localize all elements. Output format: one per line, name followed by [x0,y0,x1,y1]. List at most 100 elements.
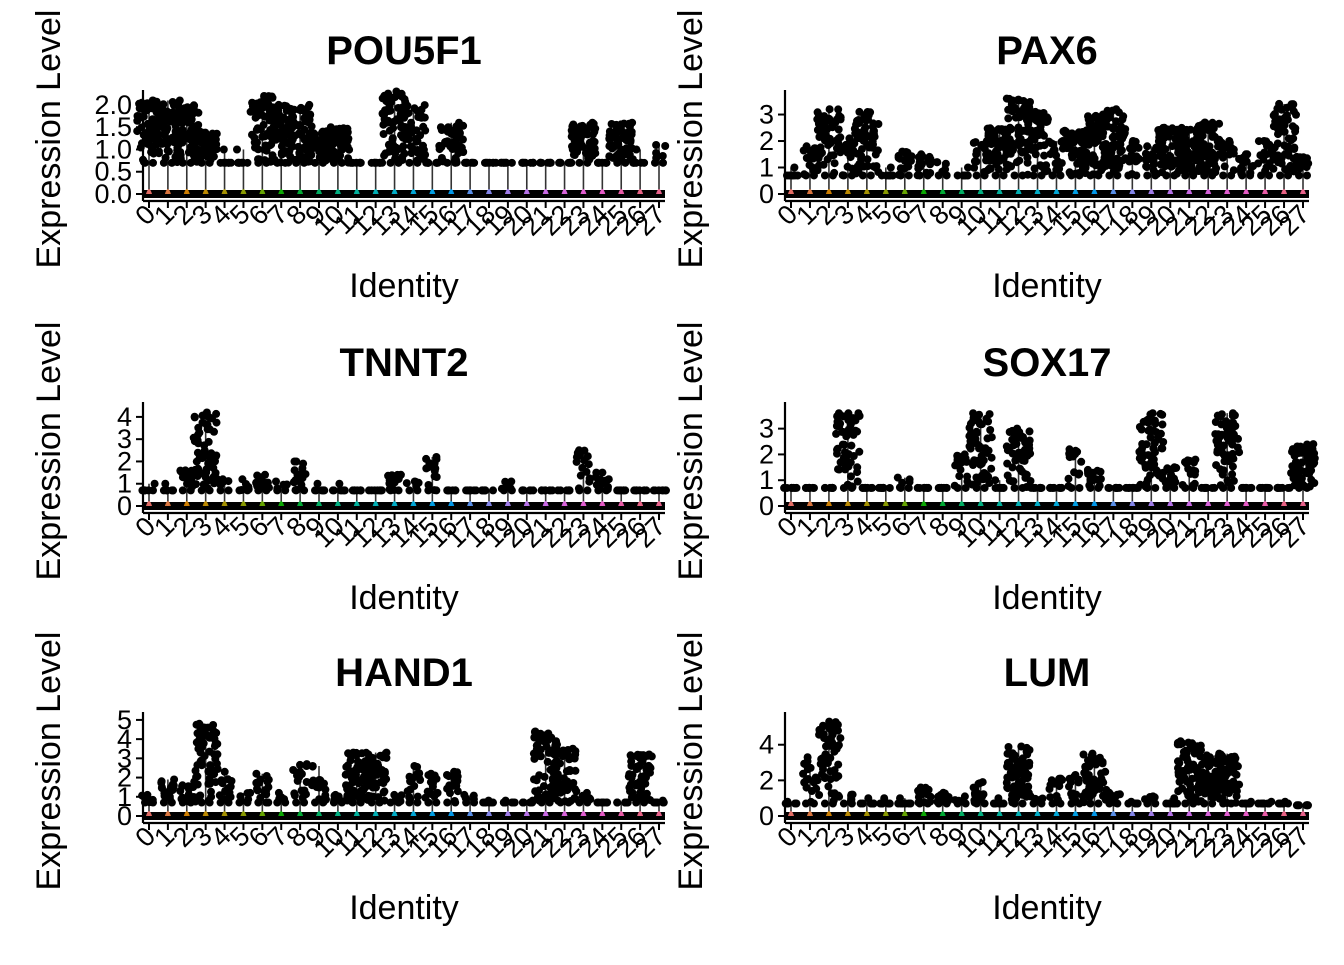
data-point [291,458,299,466]
data-point [269,94,277,102]
data-point [1181,484,1189,492]
data-point [1005,161,1013,169]
violin-fill [467,189,473,194]
data-point [577,472,585,480]
data-point [569,130,577,138]
data-point [266,106,274,114]
data-point [651,486,659,494]
data-point [1094,800,1102,808]
data-point [1276,171,1284,179]
data-point [273,159,281,167]
data-point [544,736,552,744]
violin-fill [618,501,624,506]
data-point [431,467,439,475]
data-point [831,159,839,167]
data-point [1198,768,1206,776]
data-point [254,159,262,167]
violin-fill [1300,189,1306,194]
data-point [281,486,289,494]
data-point [915,153,923,161]
data-point [1188,741,1196,749]
data-point [198,486,206,494]
data-point [602,486,610,494]
data-point [1271,144,1279,152]
violin-fill [902,811,908,816]
data-point [160,159,168,167]
data-point [1289,122,1297,130]
data-point [1186,155,1194,163]
data-point [205,452,213,460]
data-point [661,142,669,150]
violin-fill [316,811,322,816]
data-point [275,111,283,119]
data-point [1086,800,1094,808]
violin-fill [1016,811,1022,816]
data-point [810,800,818,808]
data-point [1094,171,1102,179]
data-point [1228,440,1236,448]
violin-fill [1129,501,1135,506]
data-point [168,799,176,807]
data-point [258,477,266,485]
data-point [269,123,277,131]
data-point [462,159,470,167]
x-axis-label: Identity [992,579,1102,617]
data-point [613,799,621,807]
data-point [575,486,583,494]
data-point [1214,412,1222,420]
data-point [636,789,644,797]
violin-fill [1129,189,1135,194]
data-point [368,159,376,167]
data-point [583,799,591,807]
violin-fill [1167,811,1173,816]
data-point [1024,103,1032,111]
data-point [1097,468,1105,476]
data-point [1038,484,1046,492]
data-point [986,426,994,434]
data-point [1136,481,1144,489]
data-point [973,171,981,179]
data-point [527,159,535,167]
data-point [565,799,573,807]
data-point [1200,800,1208,808]
data-point [1082,151,1090,159]
violin-fill [316,501,322,506]
data-point [992,800,1000,808]
data-point [1124,800,1132,808]
data-point [187,486,195,494]
data-point [975,411,983,419]
violin-fill [1243,189,1249,194]
data-point [852,427,860,435]
data-point [330,486,338,494]
data-point [304,153,312,161]
data-point [1287,136,1295,144]
data-point [640,799,648,807]
data-point [1065,783,1073,791]
data-point [1028,135,1036,143]
data-point [817,113,825,121]
data-point [481,799,489,807]
data-point [1191,471,1199,479]
violin-fill [354,501,360,506]
violin-fill [392,811,398,816]
violin-fill [278,501,284,506]
y-tick-label: 1 [759,153,774,183]
violin-fill [845,811,851,816]
data-point [992,171,1000,179]
data-point [855,448,863,456]
data-point [640,486,648,494]
violin-fill [921,189,927,194]
violin-fill [259,811,265,816]
data-point [424,799,432,807]
y-tick-label: 0 [759,801,774,831]
data-point [422,455,430,463]
data-point [627,136,635,144]
data-point [186,107,194,115]
data-point [836,734,844,742]
data-point [1119,112,1127,120]
data-point [625,770,633,778]
data-point [1189,484,1197,492]
y-tick-label: 2 [759,765,774,795]
data-point [829,800,837,808]
data-point [1221,162,1229,170]
